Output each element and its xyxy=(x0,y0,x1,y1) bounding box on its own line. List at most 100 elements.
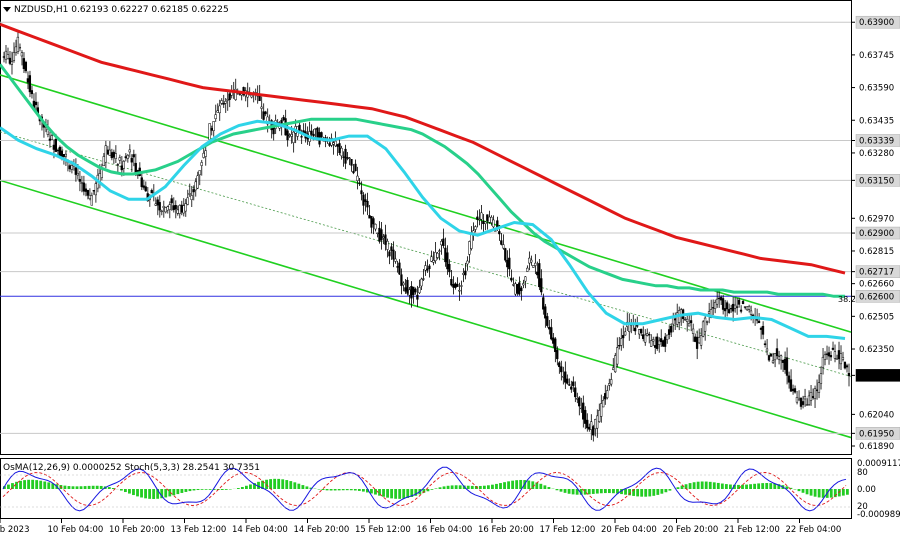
osma-bar xyxy=(564,489,567,493)
candle-body xyxy=(123,161,125,168)
candle-body xyxy=(125,157,127,158)
time-tick-label: 13 Feb 12:00 xyxy=(171,525,227,535)
candle-body xyxy=(746,307,748,310)
osma-bar xyxy=(624,489,627,495)
candle-body xyxy=(512,284,514,285)
candle-body xyxy=(69,166,71,169)
candle-body xyxy=(558,363,560,367)
candle-body xyxy=(289,135,291,136)
candle-body xyxy=(720,297,722,300)
osma-bar xyxy=(108,487,111,489)
osma-bar xyxy=(846,489,849,495)
candle-body xyxy=(450,279,452,285)
candle-body xyxy=(448,264,450,272)
osma-bar xyxy=(439,487,442,489)
osma-bar xyxy=(84,486,87,489)
candle-body xyxy=(788,376,790,383)
candle-body xyxy=(810,392,812,400)
osma-bar xyxy=(277,479,280,489)
candle-body xyxy=(417,295,419,299)
candle-body xyxy=(301,136,303,137)
candle-body xyxy=(484,222,486,224)
candle-body xyxy=(221,101,223,104)
candle-body xyxy=(403,283,405,285)
osma-bar xyxy=(483,486,486,489)
osma-bar xyxy=(293,482,296,489)
osma-bar xyxy=(572,489,575,494)
candle-body xyxy=(840,354,842,364)
osma-bar xyxy=(656,489,659,495)
osma-bar xyxy=(701,481,704,489)
candle-body xyxy=(111,152,113,157)
candle-body xyxy=(652,339,654,341)
osma-bar xyxy=(185,489,188,492)
candle-body xyxy=(592,426,594,435)
osma-bar xyxy=(189,489,192,491)
osma-bar xyxy=(148,489,151,499)
candle-body xyxy=(586,420,588,428)
candle-body xyxy=(133,154,135,157)
candle-body xyxy=(826,354,828,355)
candle-body xyxy=(293,132,295,143)
candle-body xyxy=(179,205,181,213)
osma-bar xyxy=(677,487,680,489)
time-tick-label: 10 Feb 20:00 xyxy=(109,525,165,535)
candle-body xyxy=(836,358,838,359)
candle-body xyxy=(345,149,347,163)
candle-body xyxy=(572,382,574,386)
candle-body xyxy=(375,224,377,229)
candle-body xyxy=(211,128,213,130)
candle-body xyxy=(700,336,702,346)
osma-bar xyxy=(612,489,615,493)
time-tick-label: 21 Feb 12:00 xyxy=(724,525,780,535)
osma-bar xyxy=(120,489,123,491)
candle-body xyxy=(113,152,115,157)
osma-bar xyxy=(798,489,801,491)
candle-body xyxy=(171,199,173,203)
candle-body xyxy=(458,290,460,291)
candle-body xyxy=(602,400,604,407)
candle-body xyxy=(686,319,688,322)
candle-body xyxy=(157,200,159,205)
osma-bar xyxy=(491,485,494,489)
candle-body xyxy=(155,204,157,206)
osma-bar xyxy=(511,481,514,489)
osma-bar xyxy=(39,481,42,489)
time-tick-label: 15 Feb 12:00 xyxy=(355,525,411,535)
candle-body xyxy=(87,190,89,195)
osma-bar xyxy=(543,485,546,489)
osma-bar xyxy=(664,489,667,492)
candle-body xyxy=(804,396,806,399)
candle-body xyxy=(185,204,187,212)
osma-bar xyxy=(761,483,764,489)
candle-body xyxy=(265,112,267,114)
candle-body xyxy=(283,117,285,120)
candle-body xyxy=(333,143,335,145)
candle-body xyxy=(141,178,143,187)
candle-body xyxy=(195,182,197,190)
candle-body xyxy=(357,176,359,181)
candle-body xyxy=(241,94,243,95)
candle-body xyxy=(528,258,530,263)
osma-bar xyxy=(640,489,643,497)
candle-body xyxy=(49,139,51,141)
candle-body xyxy=(213,121,215,130)
candle-body xyxy=(470,234,472,249)
candle-body xyxy=(526,268,528,271)
candle-body xyxy=(658,341,660,345)
osma-bar xyxy=(7,485,10,489)
candle-body xyxy=(638,330,640,334)
candle-body xyxy=(413,287,415,295)
candle-body xyxy=(608,383,610,385)
candle-body xyxy=(666,335,668,340)
candle-body xyxy=(223,103,225,104)
osma-bar xyxy=(128,489,131,494)
candle-body xyxy=(3,57,5,58)
candle-body xyxy=(421,279,423,286)
candle-body xyxy=(175,205,177,209)
candle-body xyxy=(409,290,411,295)
osma-bar xyxy=(806,489,809,494)
candle-body xyxy=(618,345,620,346)
candle-body xyxy=(339,143,341,152)
